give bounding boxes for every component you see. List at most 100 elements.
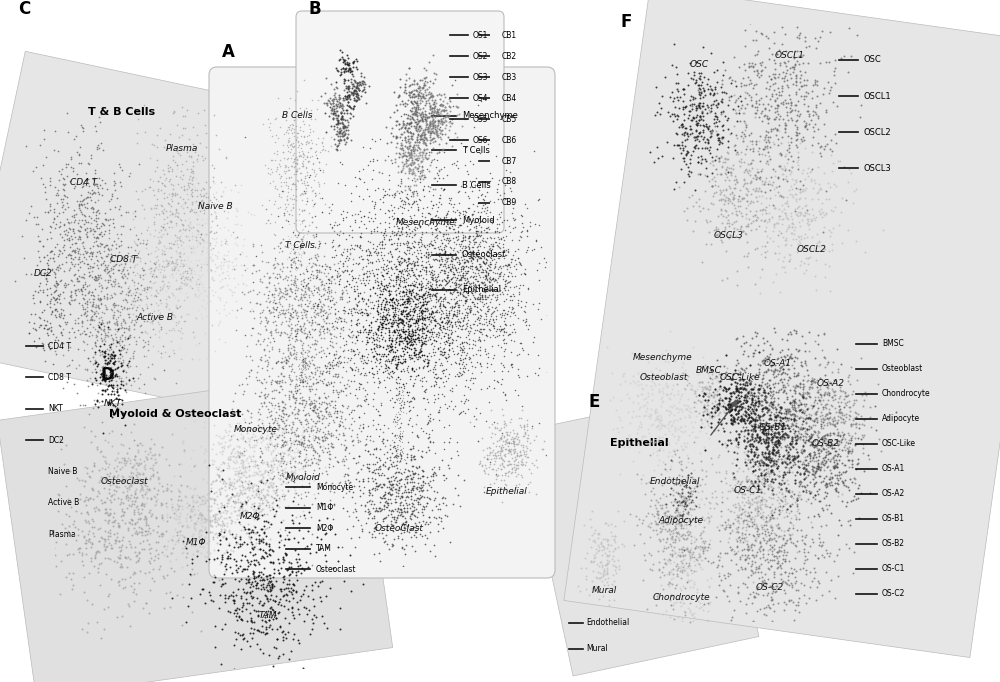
Point (281, 234, 297, 245)
Point (467, 301, 483, 312)
Point (329, 141, 345, 152)
Point (695, 119, 711, 130)
Point (173, 276, 189, 287)
Point (763, 429, 779, 440)
Point (227, 237, 243, 248)
Point (417, 336, 433, 347)
Point (152, 266, 168, 277)
Point (159, 228, 175, 239)
Point (758, 520, 774, 531)
Point (727, 486, 743, 496)
Point (595, 590, 611, 601)
Point (253, 432, 269, 443)
Point (234, 489, 250, 500)
Point (684, 503, 700, 514)
Point (378, 311, 394, 322)
Point (446, 219, 462, 230)
Point (384, 489, 400, 500)
Point (391, 478, 407, 489)
Point (354, 523, 370, 534)
Point (148, 251, 164, 262)
Point (119, 456, 135, 466)
Point (465, 271, 481, 282)
Point (462, 181, 478, 192)
Point (278, 424, 294, 435)
Point (364, 529, 380, 539)
Point (259, 584, 275, 595)
Point (704, 458, 720, 469)
Point (289, 263, 305, 273)
Point (473, 95, 489, 106)
Point (192, 507, 208, 518)
Point (276, 431, 292, 442)
Point (259, 593, 275, 604)
Point (206, 498, 222, 509)
Point (804, 460, 820, 471)
Point (138, 299, 154, 310)
Point (407, 106, 423, 117)
Point (781, 466, 797, 477)
Point (324, 361, 340, 372)
Point (460, 325, 476, 336)
Point (814, 211, 830, 222)
Point (168, 170, 184, 181)
Point (355, 268, 371, 279)
Point (373, 327, 389, 338)
Point (422, 100, 438, 110)
Point (355, 142, 371, 153)
Point (815, 443, 831, 454)
Point (233, 498, 249, 509)
Point (670, 488, 686, 499)
Point (114, 329, 130, 340)
Point (298, 353, 314, 364)
Point (672, 549, 688, 560)
Point (453, 342, 469, 353)
Point (275, 363, 291, 374)
Point (373, 318, 389, 329)
Point (23, 201, 39, 211)
Point (318, 271, 334, 282)
Point (46, 299, 62, 310)
Point (294, 177, 310, 188)
Point (143, 248, 159, 258)
Point (746, 591, 762, 602)
Point (706, 502, 722, 513)
Point (673, 496, 689, 507)
Point (354, 525, 370, 536)
Point (500, 470, 516, 481)
Point (63, 287, 79, 298)
Point (401, 149, 417, 160)
Point (379, 497, 395, 508)
Point (389, 303, 405, 314)
Point (477, 269, 493, 280)
Point (309, 531, 325, 542)
Point (596, 563, 612, 574)
Point (736, 435, 752, 446)
Point (389, 412, 405, 423)
Point (812, 537, 828, 548)
Point (761, 448, 777, 459)
Point (663, 567, 679, 578)
Point (493, 442, 509, 453)
Point (795, 412, 811, 423)
Point (627, 378, 643, 389)
Point (452, 316, 468, 327)
Point (84, 314, 100, 325)
Point (457, 295, 473, 306)
Point (128, 335, 144, 346)
Point (748, 98, 764, 108)
Point (293, 366, 309, 377)
Point (282, 374, 298, 385)
Point (753, 389, 769, 400)
Point (309, 425, 325, 436)
Point (151, 309, 167, 320)
Point (414, 323, 430, 334)
Point (141, 522, 157, 533)
Point (120, 478, 136, 489)
Point (82, 188, 98, 198)
Point (278, 409, 294, 419)
Point (721, 194, 737, 205)
Point (84, 185, 100, 196)
Point (802, 432, 818, 443)
Point (412, 222, 428, 233)
